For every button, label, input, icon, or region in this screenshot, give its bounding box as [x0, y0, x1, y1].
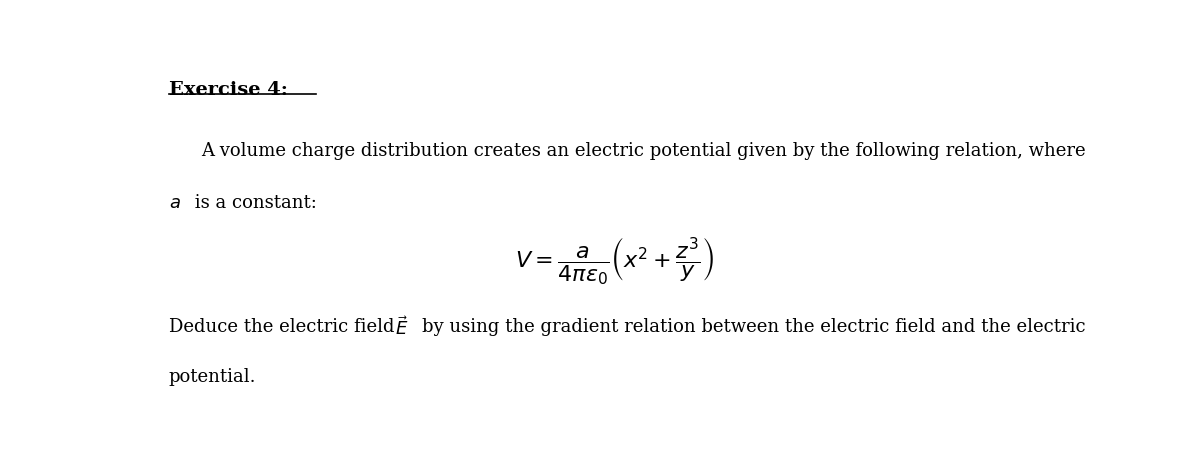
- Text: by using the gradient relation between the electric field and the electric: by using the gradient relation between t…: [422, 318, 1086, 336]
- Text: potential.: potential.: [168, 368, 256, 386]
- Text: $V = \dfrac{a}{4\pi\varepsilon_0}\left(x^2 + \dfrac{z^3}{y}\right)$: $V = \dfrac{a}{4\pi\varepsilon_0}\left(x…: [515, 235, 715, 287]
- Text: $a$: $a$: [168, 194, 180, 212]
- Text: is a constant:: is a constant:: [190, 194, 317, 212]
- Text: Exercise 4:: Exercise 4:: [168, 81, 288, 99]
- Text: Deduce the electric field: Deduce the electric field: [168, 318, 400, 336]
- Text: $\vec{E}$: $\vec{E}$: [395, 316, 408, 339]
- Text: A volume charge distribution creates an electric potential given by the followin: A volume charge distribution creates an …: [202, 142, 1086, 160]
